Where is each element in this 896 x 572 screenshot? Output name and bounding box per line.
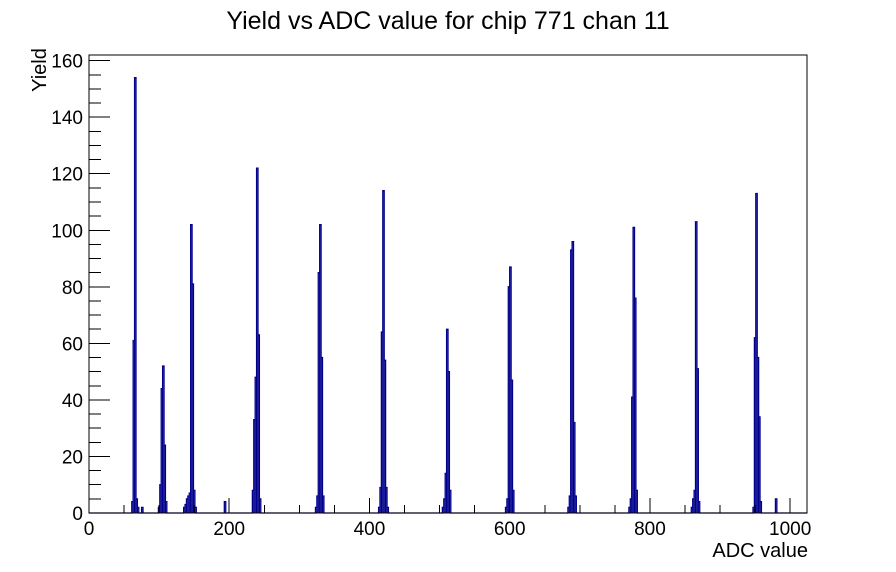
histogram-line <box>89 76 807 514</box>
tick-label: 0 <box>72 504 83 525</box>
tick-label: 100 <box>51 221 83 242</box>
tick-label: 40 <box>62 391 83 412</box>
tick-label: 400 <box>354 519 386 540</box>
tick-label: 0 <box>84 519 95 540</box>
tick-label: 60 <box>62 334 83 355</box>
chart-title: Yield vs ADC value for chip 771 chan 11 <box>226 7 670 35</box>
tick-label: 80 <box>62 278 83 299</box>
tick-label: 600 <box>494 519 526 540</box>
tick-label: 160 <box>51 52 83 73</box>
tick-label: 120 <box>51 165 83 186</box>
tick-label: 140 <box>51 108 83 129</box>
plot-frame <box>88 54 808 514</box>
x-axis-title: ADC value <box>712 540 808 562</box>
tick-label: 200 <box>213 519 245 540</box>
tick-label: 1000 <box>769 519 811 540</box>
tick-label: 20 <box>62 447 83 468</box>
tick-label: 800 <box>634 519 666 540</box>
